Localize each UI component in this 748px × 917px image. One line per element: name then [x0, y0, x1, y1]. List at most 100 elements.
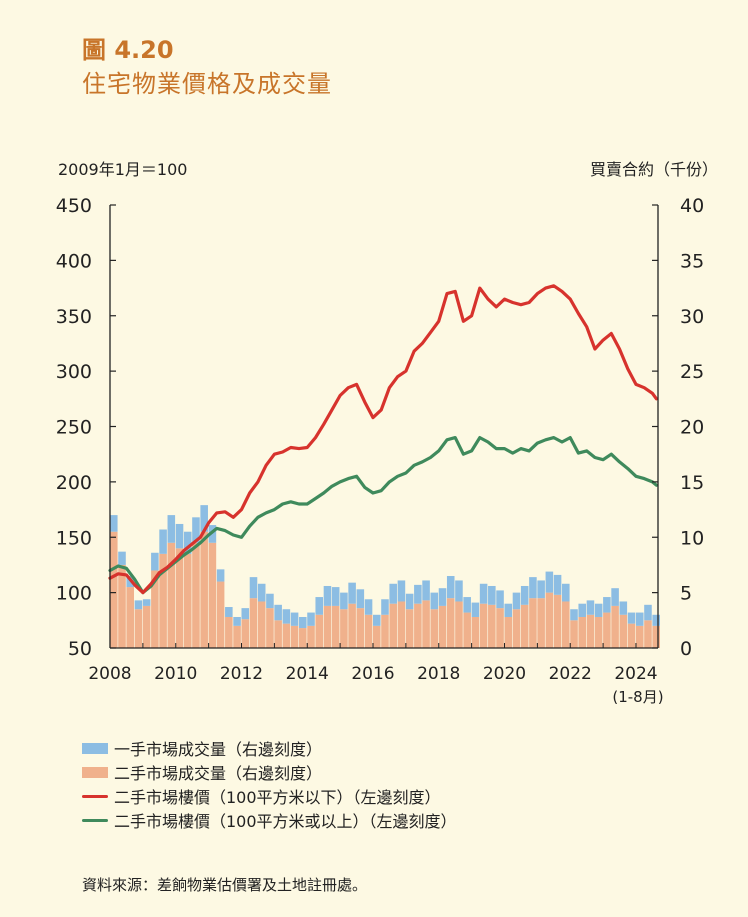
secondary-volume-bar — [405, 609, 414, 648]
primary-volume-bar — [134, 600, 143, 610]
right-tick-label: 25 — [680, 361, 704, 383]
secondary-volume-bar — [611, 605, 619, 648]
primary-volume-bar — [446, 576, 455, 599]
left-tick-label: 100 — [56, 583, 92, 605]
legend-label-price-large: 二手市場樓價（100平方米或以上）（左邊刻度） — [114, 812, 457, 831]
primary-volume-bar — [545, 571, 554, 593]
primary-volume-bar — [348, 582, 356, 604]
secondary-volume-bar — [257, 601, 266, 648]
secondary-volume-bar — [233, 625, 241, 648]
right-tick-label: 40 — [680, 195, 704, 217]
primary-volume-bar — [200, 505, 208, 532]
right-tick-label: 20 — [680, 417, 704, 439]
primary-volume-bar — [570, 609, 578, 621]
secondary-volume-bar — [438, 605, 447, 648]
secondary-volume-bar — [241, 619, 250, 648]
secondary-volume-bar — [545, 592, 554, 648]
secondary-volume-bar — [594, 616, 603, 648]
primary-volume-bar — [299, 616, 307, 629]
secondary-volume-bar — [266, 608, 274, 648]
chart-legend: 一手市場成交量（右邊刻度） 二手市場成交量（右邊刻度） 二手市場樓價（100平方… — [82, 736, 457, 832]
primary-volume-bar — [405, 593, 414, 610]
primary-volume-bar — [471, 602, 480, 617]
legend-swatch-price-large — [82, 818, 108, 822]
primary-volume-bar — [381, 599, 389, 615]
x-tick-label: 2014 — [286, 664, 329, 684]
legend-swatch-price-small — [82, 794, 108, 798]
primary-volume-bar — [364, 599, 373, 615]
left-tick-label: 200 — [56, 472, 92, 494]
primary-volume-bar — [397, 580, 406, 602]
primary-volume-bar — [619, 601, 628, 615]
left-tick-label: 50 — [68, 638, 92, 660]
secondary-volume-bar — [446, 598, 455, 648]
left-tick-label: 400 — [56, 250, 92, 272]
secondary-volume-bar — [340, 609, 348, 648]
primary-volume-bar — [233, 616, 241, 626]
primary-volume-bar — [414, 584, 422, 604]
secondary-volume-bar — [586, 614, 595, 648]
x-tick-label: 2008 — [88, 664, 131, 684]
primary-volume-bar — [307, 612, 315, 626]
secondary-volume-bar — [463, 612, 471, 648]
chart-axes: 4504003503002502001501005040353025201510… — [56, 195, 704, 706]
secondary-volume-bar — [208, 542, 217, 648]
price-lines — [108, 284, 659, 595]
secondary-volume-bar — [372, 625, 381, 648]
secondary-volume-bar — [142, 605, 151, 648]
legend-swatch-secondary-volume — [82, 766, 108, 778]
primary-volume-bar — [290, 612, 299, 626]
right-tick-label: 35 — [680, 250, 704, 272]
secondary-volume-bar — [479, 603, 488, 648]
legend-item-primary-volume: 一手市場成交量（右邊刻度） — [82, 736, 457, 760]
primary-volume-bar — [249, 577, 258, 599]
primary-volume-bar — [315, 597, 324, 615]
secondary-volume-bar — [627, 623, 636, 648]
right-axis-unit: 買賣合約（千份） — [589, 160, 718, 179]
legend-label-primary-volume: 一手市場成交量（右邊刻度） — [114, 740, 323, 759]
secondary-volume-bar — [225, 616, 233, 648]
primary-volume-bar — [594, 603, 603, 617]
secondary-volume-bar — [192, 542, 200, 648]
primary-volume-bar — [496, 590, 504, 609]
secondary-volume-bar — [282, 623, 291, 648]
primary-volume-bar — [340, 592, 348, 610]
secondary-volume-bar — [397, 601, 406, 648]
primary-volume-bar — [372, 614, 381, 626]
secondary-volume-bar — [496, 608, 504, 648]
primary-volume-bar — [167, 515, 176, 543]
secondary-volume-bar — [307, 625, 315, 648]
primary-volume-bar — [266, 593, 274, 609]
right-tick-label: 5 — [680, 583, 692, 605]
x-tick-label: 2022 — [549, 664, 592, 684]
right-tick-label: 10 — [680, 527, 704, 549]
primary-volume-bar — [463, 597, 471, 613]
primary-volume-bar — [356, 589, 365, 609]
secondary-volume-bar — [512, 609, 521, 648]
primary-volume-bar — [635, 612, 644, 626]
primary-volume-bar — [627, 612, 636, 624]
primary-volume-bar — [611, 588, 619, 606]
primary-volume-bar — [175, 523, 184, 549]
secondary-volume-bar — [134, 609, 143, 648]
legend-label-price-small: 二手市場樓價（100平方米以下）（左邊刻度） — [114, 788, 441, 807]
secondary-volume-bar — [537, 598, 545, 648]
secondary-volume-bar — [430, 609, 439, 648]
primary-volume-bar — [118, 551, 126, 565]
secondary-volume-bar — [200, 531, 208, 648]
secondary-volume-bar — [331, 605, 340, 648]
primary-volume-bar — [504, 603, 513, 617]
primary-volume-bar — [644, 604, 652, 621]
secondary-volume-bar — [110, 531, 118, 648]
secondary-volume-bar — [167, 542, 176, 648]
primary-volume-bar — [151, 552, 159, 571]
x-tick-label: 2010 — [154, 664, 197, 684]
x-tick-label: 2012 — [220, 664, 263, 684]
secondary-volume-bar — [504, 616, 513, 648]
secondary-volume-bar — [364, 614, 373, 648]
figure-title: 住宅物業價格及成交量 — [82, 70, 332, 98]
volume-bars — [110, 505, 660, 648]
secondary-volume-bar — [570, 620, 578, 648]
legend-swatch-primary-volume — [82, 742, 108, 754]
